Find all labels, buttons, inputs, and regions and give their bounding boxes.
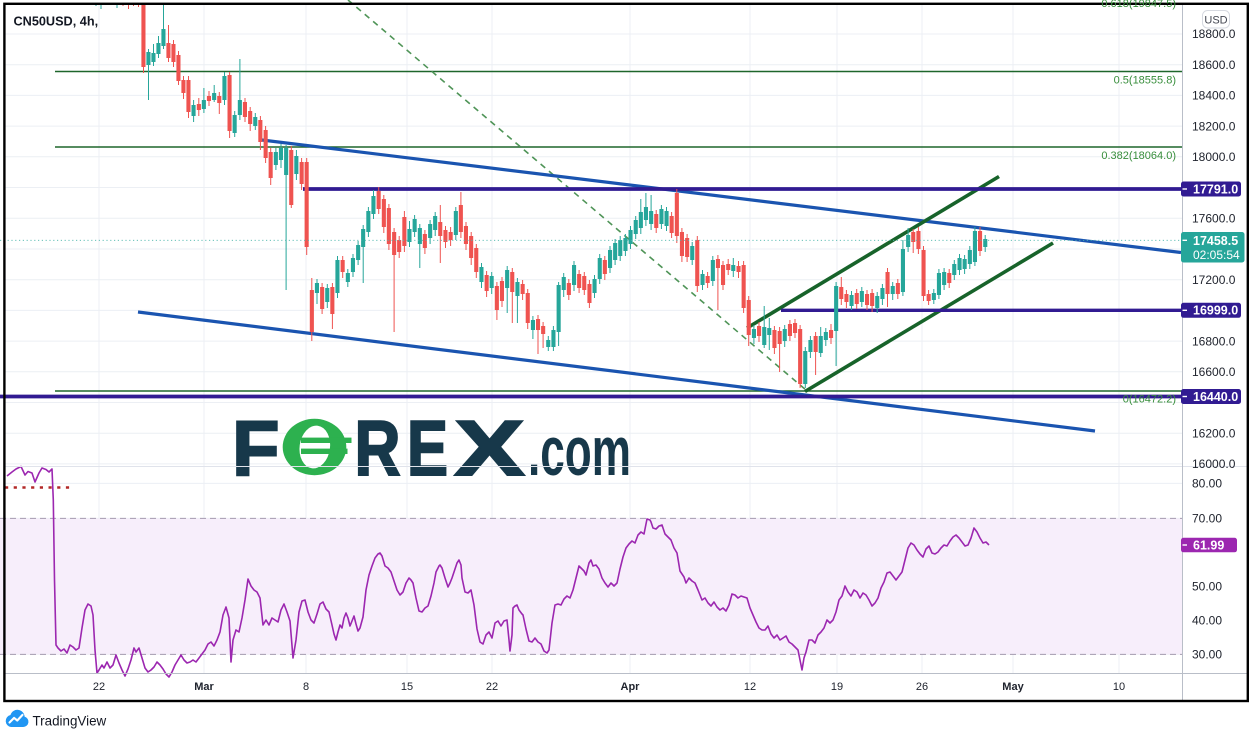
svg-text:18400.0: 18400.0 xyxy=(1192,89,1236,103)
svg-text:.com: .com xyxy=(528,412,631,490)
svg-text:17600.0: 17600.0 xyxy=(1192,212,1236,226)
svg-text:0.5(18555.8): 0.5(18555.8) xyxy=(1114,74,1176,86)
svg-text:16440.0: 16440.0 xyxy=(1193,390,1238,404)
svg-text:18600.0: 18600.0 xyxy=(1192,58,1236,72)
svg-text:50.00: 50.00 xyxy=(1192,580,1222,594)
svg-text:17791.0: 17791.0 xyxy=(1193,182,1238,196)
svg-text:12: 12 xyxy=(744,681,756,693)
svg-text:22: 22 xyxy=(486,681,498,693)
svg-text:16200.0: 16200.0 xyxy=(1192,426,1236,440)
svg-text:May: May xyxy=(1002,681,1024,693)
svg-text:30.00: 30.00 xyxy=(1192,648,1222,662)
svg-text:26: 26 xyxy=(916,681,928,693)
svg-text:18000.0: 18000.0 xyxy=(1192,150,1236,164)
svg-text:USD: USD xyxy=(1204,14,1227,26)
svg-text:61.99: 61.99 xyxy=(1193,538,1224,552)
svg-text:16000.0: 16000.0 xyxy=(1192,457,1236,471)
svg-text:70.00: 70.00 xyxy=(1192,512,1222,526)
svg-text:E: E xyxy=(407,404,448,492)
svg-text:10: 10 xyxy=(1113,681,1125,693)
svg-text:15: 15 xyxy=(401,681,413,693)
svg-text:18200.0: 18200.0 xyxy=(1192,119,1236,133)
svg-text:80.00: 80.00 xyxy=(1192,477,1222,491)
svg-text:CN50USD, 4h,: CN50USD, 4h, xyxy=(14,15,99,29)
svg-text:22: 22 xyxy=(93,681,105,693)
svg-text:0.618(19847.5): 0.618(19847.5) xyxy=(1101,0,1176,10)
svg-text:0.382(18064.0): 0.382(18064.0) xyxy=(1101,150,1176,162)
svg-text:Mar: Mar xyxy=(194,681,214,693)
svg-text:19: 19 xyxy=(831,681,843,693)
svg-text:40.00: 40.00 xyxy=(1192,614,1222,628)
svg-text:8: 8 xyxy=(303,681,309,693)
svg-text:18800.0: 18800.0 xyxy=(1192,27,1236,41)
svg-text:17200.0: 17200.0 xyxy=(1192,273,1236,287)
svg-text:17458.5: 17458.5 xyxy=(1193,234,1238,248)
svg-text:0(16472.2): 0(16472.2) xyxy=(1123,393,1176,405)
svg-text:16600.0: 16600.0 xyxy=(1192,365,1236,379)
svg-text:Apr: Apr xyxy=(621,681,641,693)
svg-text:X: X xyxy=(455,404,525,492)
svg-text:16800.0: 16800.0 xyxy=(1192,334,1236,348)
svg-text:F: F xyxy=(232,404,280,492)
svg-text:TradingView: TradingView xyxy=(33,713,107,728)
svg-text:02:05:54: 02:05:54 xyxy=(1193,248,1240,262)
svg-text:16999.0: 16999.0 xyxy=(1193,304,1238,318)
svg-text:R: R xyxy=(355,404,401,492)
